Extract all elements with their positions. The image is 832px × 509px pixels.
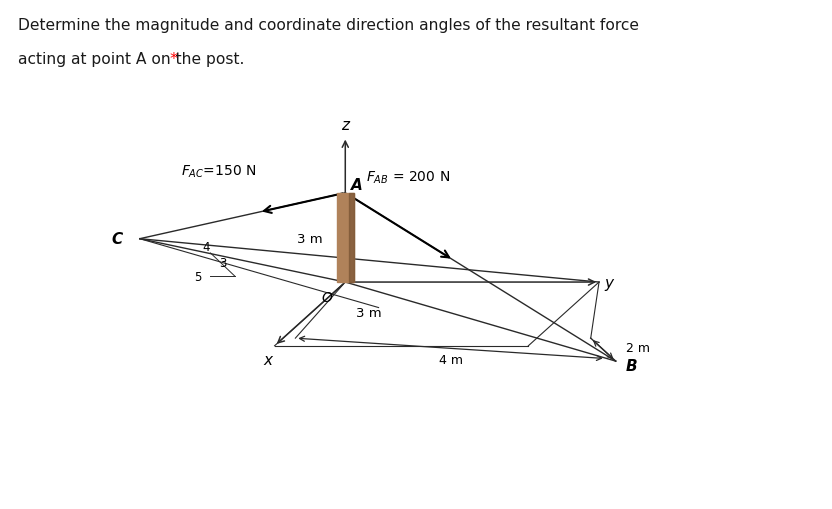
Bar [349,193,354,282]
Text: $F_{AC}$=150 N: $F_{AC}$=150 N [181,163,257,180]
Text: Determine the magnitude and coordinate direction angles of the resultant force: Determine the magnitude and coordinate d… [18,18,639,33]
Text: *: * [169,52,177,67]
Text: $F_{AB}$ = 200 N: $F_{AB}$ = 200 N [366,169,450,186]
Text: 3 m: 3 m [356,306,382,319]
Text: 4: 4 [202,241,210,253]
Bar [337,193,354,282]
Text: 5: 5 [195,271,201,284]
Text: 3: 3 [219,256,226,269]
Text: A: A [351,178,363,192]
Text: acting at point A on the post.: acting at point A on the post. [18,52,250,67]
Text: 3 m: 3 m [297,233,323,246]
Text: C: C [111,232,123,247]
Text: y: y [605,275,614,290]
Text: B: B [626,358,637,373]
Text: z: z [341,118,349,132]
Text: O: O [322,290,333,304]
Text: x: x [264,352,272,367]
Text: 4 m: 4 m [439,353,463,366]
Text: 2 m: 2 m [626,342,650,355]
